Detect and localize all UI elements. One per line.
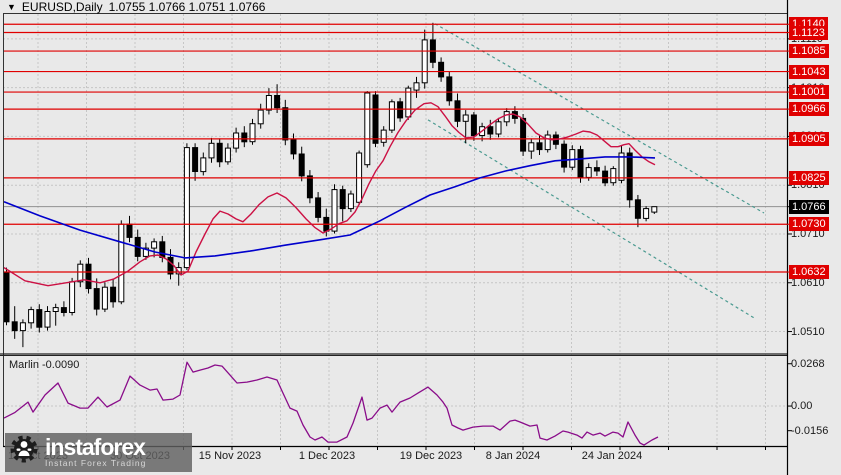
indicator-axis-label--0.0156: -0.0156 <box>791 424 829 437</box>
instaforex-watermark: instaforex Instant Forex Trading <box>5 433 192 472</box>
indicator-axis-label-0.00: 0.00 <box>791 400 813 413</box>
date-label-8-Jan-2024: 8 Jan 2024 <box>485 450 541 462</box>
brand-tagline: Instant Forex Trading <box>45 458 147 468</box>
indicator-value: -0.0090 <box>42 359 80 371</box>
price-level-label-1.0730: 1.0730 <box>789 217 829 232</box>
date-label-1-Dec-2023: 1 Dec 2023 <box>298 450 356 462</box>
chart-title: ▼ EURUSD,Daily 1.0755 1.0766 1.0751 1.07… <box>7 0 266 14</box>
instaforex-logo-text: instaforex Instant Forex Trading <box>45 434 147 469</box>
price-level-label-1.1001: 1.1001 <box>789 85 829 100</box>
price-level-label-1.1085: 1.1085 <box>789 44 829 59</box>
price-level-label-1.0825: 1.0825 <box>789 170 829 185</box>
ohlc-values: 1.0755 1.0766 1.0751 1.0766 <box>108 0 266 14</box>
price-level-label-1.0632: 1.0632 <box>789 265 829 280</box>
symbol-timeframe: EURUSD,Daily <box>21 0 103 14</box>
price-level-label-1.1043: 1.1043 <box>789 64 829 79</box>
date-label-24-Jan-2024: 24 Jan 2024 <box>581 450 643 462</box>
price-axis-label-1.0510: 1.0510 <box>791 325 825 338</box>
date-label-19-Dec-2023: 19 Dec 2023 <box>399 450 463 462</box>
brand-name: instaforex <box>45 434 146 460</box>
price-axis-label-1.0610: 1.0610 <box>791 276 825 289</box>
date-label-15-Nov-2023: 15 Nov 2023 <box>198 450 262 462</box>
price-level-label-1.1123: 1.1123 <box>789 25 828 40</box>
indicator-name: Marlin <box>9 359 39 371</box>
price-level-label-1.0966: 1.0966 <box>789 102 829 117</box>
price-level-label-1.0905: 1.0905 <box>789 131 829 146</box>
instaforex-gear-icon <box>6 430 42 473</box>
indicator-label: Marlin -0.0090 <box>9 359 79 371</box>
symbol-dropdown-icon[interactable]: ▼ <box>7 1 16 12</box>
current-price-label: 1.0766 <box>789 199 829 214</box>
indicator-axis-label-0.0268: 0.0268 <box>791 357 825 370</box>
